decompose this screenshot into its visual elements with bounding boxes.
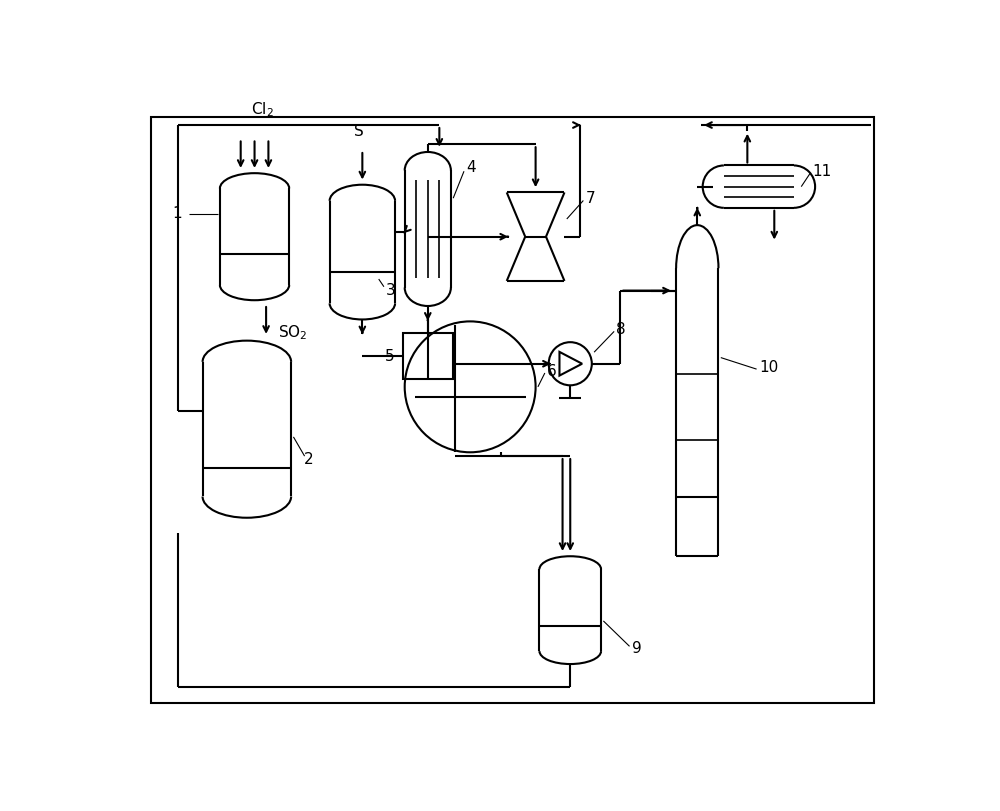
Bar bbox=[403, 333, 453, 379]
Text: 1: 1 bbox=[173, 206, 182, 221]
Text: 9: 9 bbox=[632, 642, 642, 656]
Text: 2: 2 bbox=[304, 453, 313, 467]
Text: 7: 7 bbox=[586, 191, 595, 206]
Text: 8: 8 bbox=[616, 322, 626, 337]
Text: 4: 4 bbox=[466, 160, 476, 175]
Text: 11: 11 bbox=[813, 164, 832, 178]
Text: S: S bbox=[354, 123, 363, 139]
Text: 10: 10 bbox=[759, 360, 778, 375]
Text: Cl$_2$: Cl$_2$ bbox=[251, 101, 274, 119]
Text: 3: 3 bbox=[385, 283, 395, 298]
Text: 6: 6 bbox=[547, 364, 557, 379]
Text: SO$_2$: SO$_2$ bbox=[278, 324, 308, 342]
Text: 5: 5 bbox=[384, 349, 394, 363]
